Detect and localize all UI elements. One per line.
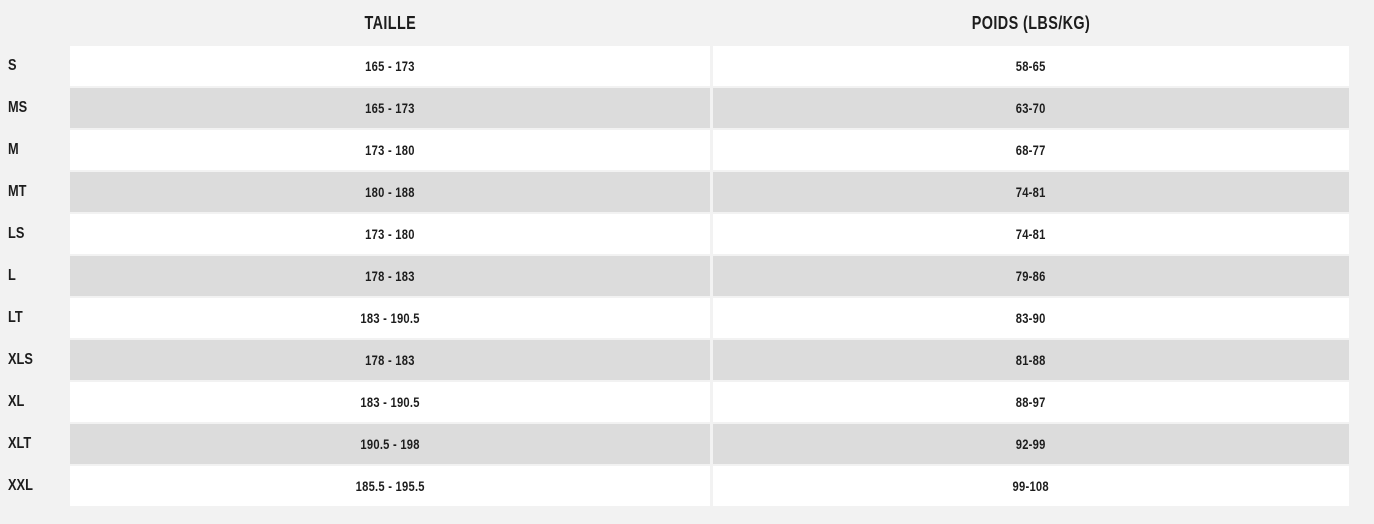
poids-value: 88-97	[1016, 394, 1046, 410]
size-label-text: XL	[8, 393, 25, 410]
taille-cell: 173 - 180	[70, 214, 710, 254]
size-label-text: XLT	[8, 435, 32, 452]
column-header-taille: TAILLE	[70, 0, 710, 46]
taille-cell: 178 - 183	[70, 256, 710, 296]
poids-cell: 74-81	[713, 172, 1349, 212]
column-header-poids: POIDS (LBS/KG)	[713, 0, 1349, 46]
size-label-text: LS	[8, 225, 25, 242]
size-label-text: S	[8, 57, 17, 74]
table-row: XLS 178 - 183 81-88	[0, 340, 1349, 380]
poids-value: 74-81	[1016, 184, 1046, 200]
poids-value: 63-70	[1016, 100, 1046, 116]
table-row: LT 183 - 190.5 83-90	[0, 298, 1349, 338]
poids-cell: 58-65	[713, 46, 1349, 86]
taille-value: 183 - 190.5	[360, 394, 420, 410]
poids-cell: 68-77	[713, 130, 1349, 170]
poids-value: 92-99	[1016, 436, 1046, 452]
poids-cell: 74-81	[713, 214, 1349, 254]
size-label: LS	[0, 214, 70, 254]
poids-cell: 81-88	[713, 340, 1349, 380]
table-header-row: TAILLE POIDS (LBS/KG)	[0, 0, 1349, 46]
size-label-text: MT	[8, 183, 27, 200]
taille-value: 165 - 173	[365, 58, 415, 74]
poids-cell: 92-99	[713, 424, 1349, 464]
size-chart-table: TAILLE POIDS (LBS/KG) S 165 - 173 58-65 …	[0, 0, 1349, 506]
taille-cell: 183 - 190.5	[70, 382, 710, 422]
taille-value: 185.5 - 195.5	[355, 478, 425, 494]
size-label: MS	[0, 88, 70, 128]
taille-value: 173 - 180	[365, 226, 415, 242]
taille-value: 165 - 173	[365, 100, 415, 116]
poids-cell: 83-90	[713, 298, 1349, 338]
size-label-text: XLS	[8, 351, 33, 368]
size-label: XLS	[0, 340, 70, 380]
taille-cell: 165 - 173	[70, 46, 710, 86]
taille-cell: 180 - 188	[70, 172, 710, 212]
table-row: XXL 185.5 - 195.5 99-108	[0, 466, 1349, 506]
size-label-text: MS	[8, 99, 28, 116]
taille-value: 183 - 190.5	[360, 310, 420, 326]
poids-cell: 88-97	[713, 382, 1349, 422]
poids-value: 83-90	[1016, 310, 1046, 326]
column-header-taille-label: TAILLE	[364, 12, 416, 33]
poids-value: 99-108	[1012, 478, 1050, 494]
taille-cell: 178 - 183	[70, 340, 710, 380]
size-label-text: M	[8, 141, 19, 158]
size-label: XL	[0, 382, 70, 422]
header-corner-cell	[0, 0, 70, 46]
table-row: XL 183 - 190.5 88-97	[0, 382, 1349, 422]
table-row: L 178 - 183 79-86	[0, 256, 1349, 296]
table-row: LS 173 - 180 74-81	[0, 214, 1349, 254]
size-label: LT	[0, 298, 70, 338]
taille-value: 190.5 - 198	[360, 436, 420, 452]
taille-value: 173 - 180	[365, 142, 415, 158]
poids-value: 79-86	[1016, 268, 1046, 284]
poids-cell: 63-70	[713, 88, 1349, 128]
taille-cell: 190.5 - 198	[70, 424, 710, 464]
size-label-text: LT	[8, 309, 23, 326]
taille-cell: 165 - 173	[70, 88, 710, 128]
table-row: MS 165 - 173 63-70	[0, 88, 1349, 128]
poids-value: 58-65	[1016, 58, 1046, 74]
poids-cell: 79-86	[713, 256, 1349, 296]
column-header-poids-label: POIDS (LBS/KG)	[971, 12, 1091, 33]
taille-cell: 173 - 180	[70, 130, 710, 170]
poids-value: 81-88	[1016, 352, 1046, 368]
table-row: S 165 - 173 58-65	[0, 46, 1349, 86]
taille-cell: 185.5 - 195.5	[70, 466, 710, 506]
poids-value: 74-81	[1016, 226, 1046, 242]
table-row: MT 180 - 188 74-81	[0, 172, 1349, 212]
taille-value: 180 - 188	[365, 184, 415, 200]
size-label: S	[0, 46, 70, 86]
size-label: MT	[0, 172, 70, 212]
table-row: M 173 - 180 68-77	[0, 130, 1349, 170]
taille-value: 178 - 183	[365, 268, 415, 284]
size-label-text: XXL	[8, 477, 33, 494]
size-label: M	[0, 130, 70, 170]
table-row: XLT 190.5 - 198 92-99	[0, 424, 1349, 464]
size-label: XLT	[0, 424, 70, 464]
size-label: XXL	[0, 466, 70, 506]
poids-cell: 99-108	[713, 466, 1349, 506]
size-label-text: L	[8, 267, 16, 284]
poids-value: 68-77	[1016, 142, 1046, 158]
taille-cell: 183 - 190.5	[70, 298, 710, 338]
taille-value: 178 - 183	[365, 352, 415, 368]
size-label: L	[0, 256, 70, 296]
